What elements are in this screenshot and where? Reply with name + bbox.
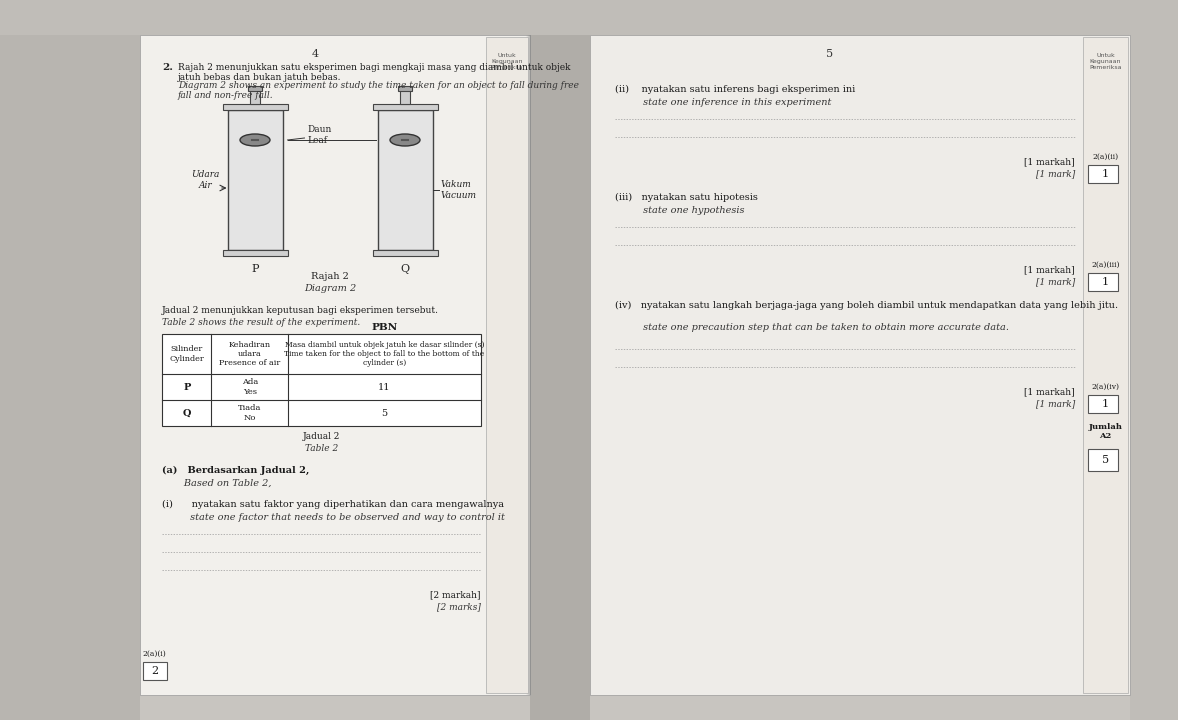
Bar [398,86,412,91]
Text: Vakum
Vacuum: Vakum Vacuum [441,180,476,199]
Text: (iv)   nyatakan satu langkah berjaga-jaga yang boleh diambil untuk mendapatkan d: (iv) nyatakan satu langkah berjaga-jaga … [615,301,1118,310]
Bar [163,334,481,426]
Bar [590,35,1130,695]
Text: 1: 1 [1101,277,1108,287]
Text: [1 mark]: [1 mark] [1035,169,1076,178]
Text: [2 marks]: [2 marks] [437,602,481,611]
Text: 5: 5 [827,49,834,59]
Text: (ii)    nyatakan satu inferens bagi eksperimen ini: (ii) nyatakan satu inferens bagi eksperi… [615,85,855,94]
Bar [1088,395,1118,413]
Text: Diagram 2: Diagram 2 [304,284,356,293]
Text: Table 2: Table 2 [305,444,338,453]
Bar [1083,37,1129,693]
Text: [1 mark]: [1 mark] [1035,277,1076,286]
Text: 2: 2 [152,666,159,676]
Text: Ada
Yes: Ada Yes [241,379,258,395]
Text: 2(a)(iv): 2(a)(iv) [1092,383,1119,391]
Bar [249,86,262,91]
Text: Jadual 2: Jadual 2 [303,432,340,441]
Bar [0,0,1178,35]
Bar [143,662,167,680]
Text: [1 mark]: [1 mark] [1035,399,1076,408]
Text: Q: Q [183,408,191,418]
Text: Diagram 2 shows an experiment to study the time taken for an object to fall duri: Diagram 2 shows an experiment to study t… [178,81,580,100]
Text: [1 markah]: [1 markah] [1025,157,1076,166]
Text: 2.: 2. [163,63,173,72]
Text: 1: 1 [1101,169,1108,179]
Text: 11: 11 [378,382,391,392]
Bar [140,35,530,695]
Text: 2(a)(iii): 2(a)(iii) [1091,261,1120,269]
Text: Rajah 2 menunjukkan satu eksperimen bagi mengkaji masa yang diambil untuk objek
: Rajah 2 menunjukkan satu eksperimen bagi… [178,63,570,82]
Text: Jumlah
A2: Jumlah A2 [1088,423,1123,440]
Text: (iii)   nyatakan satu hipotesis: (iii) nyatakan satu hipotesis [615,193,757,202]
Bar [223,104,287,110]
Bar [1088,165,1118,183]
Text: Jadual 2 menunjukkan keputusan bagi eksperimen tersebut.: Jadual 2 menunjukkan keputusan bagi eksp… [163,306,439,315]
Text: Daun
Leaf: Daun Leaf [307,125,332,145]
Text: state one inference in this experiment: state one inference in this experiment [615,98,832,107]
Bar [227,110,283,250]
Bar [529,35,531,695]
Bar [1130,0,1178,720]
Text: Udara
Air: Udara Air [191,171,219,189]
Text: (i)      nyatakan satu faktor yang diperhatikan dan cara mengawalnya: (i) nyatakan satu faktor yang diperhatik… [163,500,504,509]
Bar [527,35,531,695]
Text: 2(a)(ii): 2(a)(ii) [1092,153,1119,161]
Text: 5: 5 [382,408,388,418]
Text: [1 markah]: [1 markah] [1025,265,1076,274]
Bar [250,90,260,104]
Text: Silinder
Cylinder: Silinder Cylinder [170,346,204,363]
Text: Rajah 2: Rajah 2 [311,272,349,281]
Text: PBN: PBN [371,323,398,332]
Text: 2(a)(i): 2(a)(i) [143,650,166,658]
Text: Based on Table 2,: Based on Table 2, [163,479,271,488]
Text: state one precaution step that can be taken to obtain more accurate data.: state one precaution step that can be ta… [615,323,1010,332]
Text: Untuk
Kegunaan
Pemeriksa: Untuk Kegunaan Pemeriksa [1090,53,1121,70]
Text: [1 markah]: [1 markah] [1025,387,1076,396]
Text: Tiada
No: Tiada No [238,405,262,422]
Text: state one factor that needs to be observed and way to control it: state one factor that needs to be observ… [163,513,505,522]
Text: 5: 5 [1101,455,1108,465]
Text: state one hypothesis: state one hypothesis [615,206,744,215]
Text: (a)   Berdasarkan Jadual 2,: (a) Berdasarkan Jadual 2, [163,466,310,475]
Text: P: P [251,264,259,274]
Bar [530,0,590,720]
Text: Untuk
Kegunaan
Pemeriksa: Untuk Kegunaan Pemeriksa [491,53,523,70]
Bar [1088,449,1118,471]
Text: [2 markah]: [2 markah] [430,590,481,599]
Bar [372,250,437,256]
Text: P: P [183,382,191,392]
Ellipse shape [240,134,270,146]
Bar [487,37,528,693]
Text: Table 2 shows the result of the experiment.: Table 2 shows the result of the experime… [163,318,360,327]
Text: 1: 1 [1101,399,1108,409]
Text: Q: Q [401,264,410,274]
Ellipse shape [390,134,421,146]
Bar [528,35,531,695]
Bar [372,104,437,110]
Bar [377,110,432,250]
Bar [1088,273,1118,291]
Bar [527,35,531,695]
Bar [0,0,140,720]
Text: Masa diambil untuk objek jatuh ke dasar silinder (s)
Time taken for the object t: Masa diambil untuk objek jatuh ke dasar … [284,341,484,367]
Bar [223,250,287,256]
Bar [401,90,410,104]
Text: Kehadiran
udara
Presence of air: Kehadiran udara Presence of air [219,341,280,367]
Text: 4: 4 [311,49,318,59]
